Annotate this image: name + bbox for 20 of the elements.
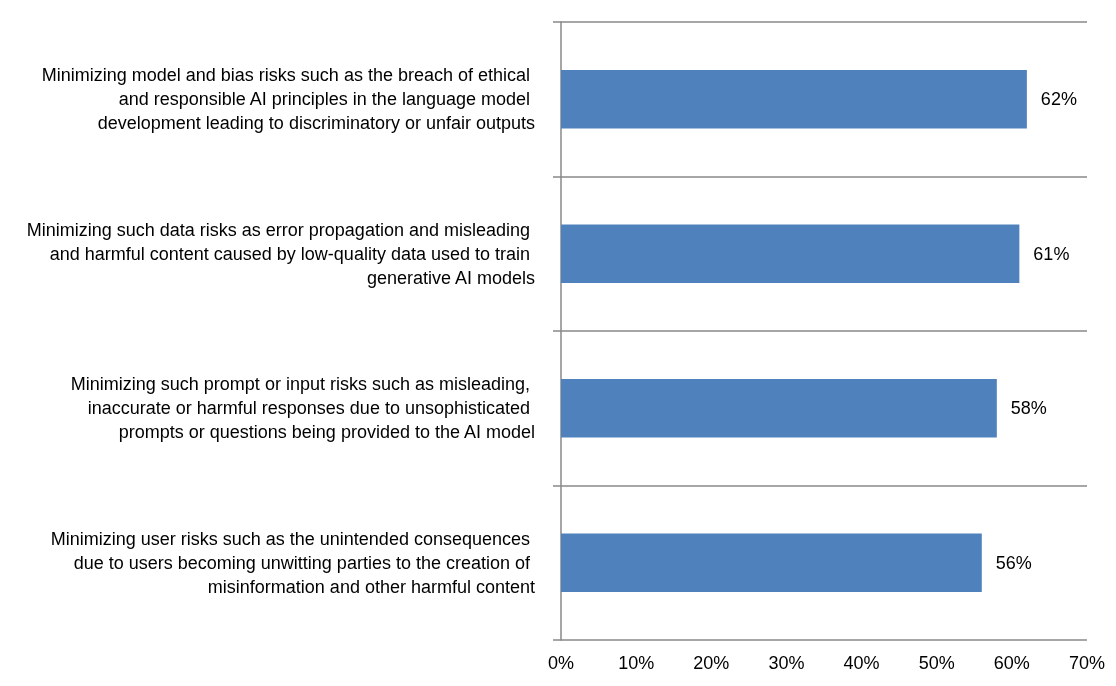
data-label: 58% [1010, 398, 1047, 419]
x-tick-label: 60% [993, 653, 1030, 673]
x-tick-label: 40% [843, 653, 880, 673]
y-tick-label: Minimizing such data risks as error propagation and misleading and harmful content caused by low-quality data used to train generative AI models [26, 219, 535, 288]
data-label: 56% [995, 552, 1032, 573]
y-tick-label: Minimizing model and bias risks such as the breach of ethical and responsible AI principles in the language model development leading to discriminatory or unfair outputs [41, 65, 535, 134]
x-tick-label: 0% [547, 653, 575, 673]
data-label: 61% [1033, 243, 1070, 264]
x-tick-label: 30% [768, 653, 805, 673]
x-tick-label: 50% [918, 653, 955, 673]
bar [561, 378, 997, 438]
y-tick-label: Minimizing such prompt or input risks such as misleading, inaccurate or harmful responses due to unsophisticated prompts or questions being provided to the AI model [70, 374, 535, 443]
x-tick-label: 70% [1068, 653, 1105, 673]
bar [561, 69, 1027, 129]
y-tick-label: Minimizing user risks such as the unintended consequences due to users becoming unwitting parties to the creation of misinformation and other harmful content [50, 528, 535, 597]
bar [561, 224, 1020, 284]
bar [561, 533, 982, 593]
x-tick-label: 20% [693, 653, 730, 673]
x-tick-label: 10% [618, 653, 655, 673]
data-label: 62% [1040, 89, 1077, 110]
